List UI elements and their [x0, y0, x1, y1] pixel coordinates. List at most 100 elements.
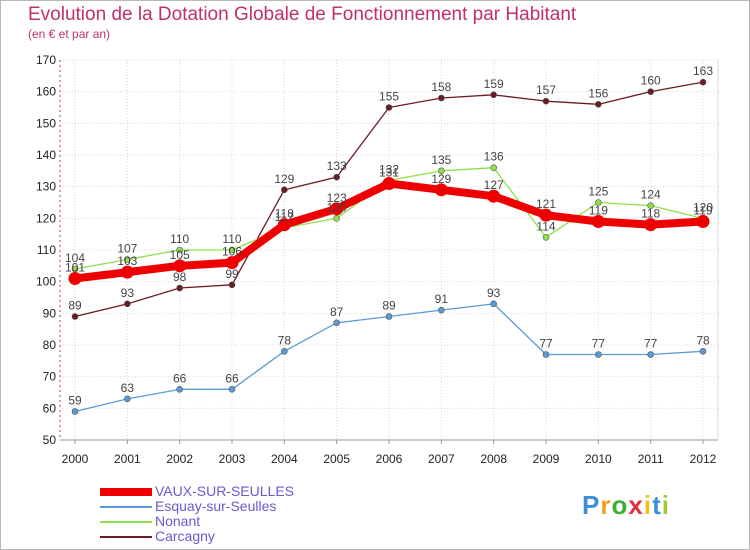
point-vaux-sur-seulles [120, 265, 134, 279]
data-label-nonant: 120 [327, 200, 347, 214]
data-label-nonant: 132 [379, 162, 399, 176]
series [68, 78, 710, 415]
point-vaux-sur-seulles [539, 208, 553, 222]
point-esquay-sur-seulles [333, 319, 340, 327]
point-esquay-sur-seulles [176, 386, 183, 393]
logo-letter: t [652, 490, 662, 520]
axes: 50 60 70 80 90 100 110 120 130 140 150 160 170 2000 20… [36, 53, 719, 466]
point-carcagny [699, 78, 707, 86]
data-label-carcagny: 160 [641, 74, 661, 88]
point-esquay-sur-seulles [385, 313, 393, 320]
y-tick-label: 80 [43, 338, 57, 352]
x-tick-label: 2000 [62, 452, 89, 466]
proxiti-logo: Proxiti [582, 490, 670, 521]
point-carcagny [490, 91, 497, 99]
point-nonant [228, 246, 236, 254]
point-esquay-sur-seulles [647, 351, 654, 358]
legend-label: Esquay-sur-Seulles [155, 498, 277, 514]
x-tick-label: 2008 [480, 452, 507, 466]
y-tick-label: 150 [36, 116, 56, 130]
data-label-carcagny: 156 [588, 86, 608, 100]
data-label-carcagny: 159 [484, 77, 504, 91]
y-tick-label: 130 [36, 180, 56, 194]
data-label-nonant: 104 [65, 251, 85, 265]
data-label-vaux-sur-seulles: 129 [431, 172, 451, 186]
legend-label: Nonant [155, 513, 201, 529]
data-label-vaux-sur-seulles: 118 [641, 207, 660, 221]
data-label-vaux-sur-seulles: 119 [589, 204, 608, 218]
data-labels: 101 103 105 106 118 123 131 129 127 121 119 118 119 5… [65, 64, 713, 407]
data-label-esquay-sur-seulles: 66 [225, 371, 239, 385]
point-esquay-sur-seulles [438, 306, 445, 314]
point-vaux-sur-seulles [696, 215, 710, 228]
point-esquay-sur-seulles [281, 348, 288, 355]
legend-swatch [100, 536, 152, 538]
data-label-vaux-sur-seulles: 127 [484, 178, 504, 192]
data-label-esquay-sur-seulles: 87 [330, 305, 344, 319]
x-tick-label: 2004 [271, 452, 298, 466]
data-label-esquay-sur-seulles: 66 [173, 371, 187, 385]
chart-subtitle: (en € et par an) [28, 27, 111, 41]
x-tick-label: 2010 [585, 452, 612, 466]
point-esquay-sur-seulles [542, 351, 550, 358]
logo-letter: i [661, 490, 670, 520]
point-nonant [333, 215, 340, 222]
data-label-vaux-sur-seulles: 123 [327, 191, 347, 205]
point-carcagny [333, 173, 340, 181]
data-label-esquay-sur-seulles: 77 [539, 337, 553, 351]
point-vaux-sur-seulles [644, 218, 658, 232]
data-label-esquay-sur-seulles: 63 [121, 381, 135, 395]
point-esquay-sur-seulles [71, 408, 79, 415]
logo-letter: r [600, 490, 612, 520]
point-carcagny [71, 313, 79, 320]
data-label-carcagny: 155 [379, 90, 399, 104]
data-label-esquay-sur-seulles: 77 [644, 337, 658, 351]
point-esquay-sur-seulles [595, 351, 602, 358]
data-label-nonant: 114 [536, 219, 555, 233]
legend-swatch [100, 521, 152, 523]
point-carcagny [124, 300, 131, 308]
data-label-carcagny: 98 [173, 270, 187, 284]
x-tick-label: 2012 [690, 452, 717, 466]
point-nonant [438, 167, 445, 175]
data-label-carcagny: 89 [68, 299, 82, 313]
y-tick-label: 170 [36, 53, 56, 67]
point-nonant [176, 246, 183, 254]
x-tick-label: 2007 [428, 452, 455, 466]
point-esquay-sur-seulles [699, 348, 707, 355]
data-label-carcagny: 157 [536, 83, 556, 97]
data-label-nonant: 125 [588, 185, 608, 199]
point-nonant [542, 234, 550, 241]
legend-swatch [100, 506, 152, 508]
x-tick-label: 2005 [323, 452, 350, 466]
data-label-carcagny: 99 [225, 267, 239, 281]
data-label-carcagny: 133 [327, 159, 347, 173]
x-tick-label: 2006 [376, 452, 403, 466]
point-nonant [124, 256, 131, 263]
y-tick-label: 100 [36, 275, 56, 289]
data-label-nonant: 110 [170, 232, 189, 246]
logo-letter: o [611, 490, 629, 520]
y-tick-label: 140 [36, 148, 56, 162]
data-label-esquay-sur-seulles: 93 [487, 286, 501, 300]
legend-label: Carcagny [155, 528, 215, 544]
y-tick-label: 70 [43, 370, 57, 384]
data-label-nonant: 117 [275, 210, 294, 224]
point-esquay-sur-seulles [490, 300, 497, 308]
x-tick-label: 2003 [219, 452, 246, 466]
y-tick-label: 110 [37, 243, 56, 257]
data-label-esquay-sur-seulles: 59 [68, 394, 82, 408]
y-tick-label: 160 [36, 85, 56, 99]
point-carcagny [385, 104, 393, 111]
y-tick-label: 120 [36, 211, 56, 225]
data-label-carcagny: 158 [431, 80, 451, 94]
point-esquay-sur-seulles [228, 386, 236, 393]
legend-label: VAUX-SUR-SEULLES [155, 483, 295, 499]
data-label-vaux-sur-seulles: 131 [379, 166, 399, 180]
y-tick-label: 50 [43, 433, 57, 447]
data-label-vaux-sur-seulles: 101 [65, 261, 85, 275]
data-label-nonant: 107 [117, 242, 137, 256]
point-vaux-sur-seulles [277, 218, 291, 232]
data-label-esquay-sur-seulles: 77 [592, 337, 606, 351]
